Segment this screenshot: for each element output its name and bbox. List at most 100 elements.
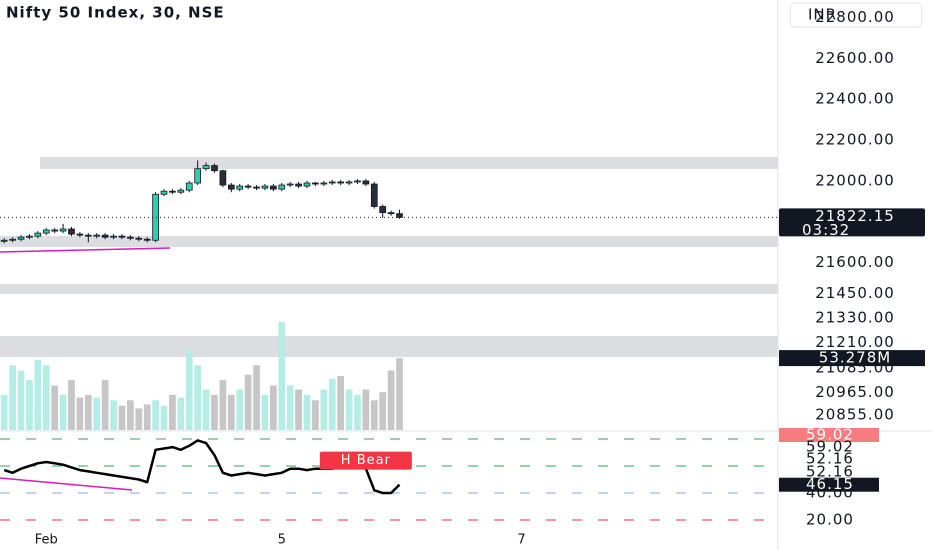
volume-bar: [143, 404, 151, 430]
candle-body: [295, 183, 302, 187]
rsi-tick-label: 20.00: [806, 511, 854, 529]
volume-last: 53.278M: [819, 349, 891, 367]
y-tick-label: 22400.00: [815, 90, 895, 108]
rsi-value-tag: 52.16: [806, 463, 854, 481]
annotation-box: [319, 451, 412, 470]
volume-bar: [354, 394, 361, 430]
candle-body: [194, 168, 201, 184]
volume-bar: [34, 359, 42, 430]
candle-body: [34, 232, 42, 237]
candle-body: [270, 185, 277, 190]
volume-bar: [370, 400, 378, 430]
chart-title: Nifty 50 Index, 30, NSE: [6, 4, 225, 22]
y-tick-label: 22600.00: [815, 49, 895, 67]
zone: [0, 235, 778, 247]
zone: [0, 284, 778, 295]
volume-bar: [84, 394, 92, 430]
volume-bar: [362, 389, 370, 430]
candle-body: [135, 237, 143, 240]
currency-label[interactable]: INR: [808, 6, 837, 24]
candle-body: [345, 181, 353, 184]
y-tick-label: 21330.00: [815, 308, 895, 326]
volume-bar: [328, 378, 336, 430]
candle-body: [51, 229, 59, 232]
candle-body: [328, 181, 336, 184]
volume-bar: [160, 405, 168, 430]
candle-body: [278, 184, 286, 190]
x-tick-label: Feb: [35, 533, 58, 548]
volume-bar: [127, 400, 134, 430]
candle-body: [42, 229, 50, 234]
candle-body: [9, 238, 16, 241]
volume-bar: [295, 389, 302, 430]
candle-body: [312, 182, 319, 185]
candle-body: [236, 185, 244, 190]
last-price-tag: [779, 208, 925, 237]
volume-bar: [244, 374, 252, 430]
x-tick-label: 5: [278, 533, 286, 548]
candle-body: [379, 206, 387, 214]
y-tick-label: 20855.00: [815, 406, 895, 424]
candle-body: [169, 190, 176, 193]
candle-body: [59, 228, 67, 232]
candle-body: [244, 185, 252, 188]
zone: [0, 335, 778, 358]
volume-bar: [42, 365, 50, 430]
volume-bar: [387, 370, 395, 430]
x-tick-label: 7: [517, 533, 525, 548]
volume-bar: [345, 389, 353, 430]
countdown: 03:32: [802, 221, 850, 239]
candle-body: [17, 236, 25, 240]
volume-bar: [59, 394, 67, 430]
y-tick-label: 21450.00: [815, 284, 895, 302]
y-tick-label: 22800.00: [815, 8, 895, 26]
candle-body: [362, 180, 370, 185]
volume-bar: [93, 397, 101, 430]
volume-bar: [76, 397, 84, 430]
candle-body: [185, 182, 193, 191]
volume-bar: [185, 350, 193, 430]
button-frame[interactable]: [789, 2, 923, 28]
y-tick-label: 20965.00: [815, 383, 895, 401]
volume-bar: [26, 380, 33, 430]
candle-body: [118, 235, 126, 238]
candle-body: [68, 228, 75, 235]
rsi-value-tag: 59.02: [806, 438, 854, 456]
candle-body: [202, 165, 210, 170]
candle-body: [387, 212, 395, 215]
volume-bar: [278, 322, 286, 430]
annotation: H Bear: [341, 453, 391, 468]
volume-bar: [396, 358, 403, 430]
y-tick-label: 21210.00: [815, 333, 895, 351]
volume-bar: [135, 408, 143, 430]
volume-bar: [227, 394, 235, 430]
candle-body: [303, 182, 311, 187]
volume-bar: [320, 389, 328, 430]
candle-body: [396, 213, 403, 218]
volume-bar: [236, 389, 244, 430]
candle-body: [370, 183, 378, 207]
candle-body: [211, 165, 218, 172]
y-tick-label: 22200.00: [815, 131, 895, 149]
rsi-last-tag: [779, 477, 879, 492]
rsi-last: 46.15: [806, 475, 854, 493]
volume-bar: [9, 365, 16, 430]
rsi-value-tag: 59.02: [806, 426, 854, 444]
y-tick-label: 22000.00: [815, 171, 895, 189]
y-tick-label: 21600.00: [815, 253, 895, 271]
volume-bar: [110, 400, 117, 430]
candle-body: [253, 186, 260, 189]
volume-bar: [379, 392, 387, 430]
candle-body: [84, 234, 92, 237]
volume-bar: [152, 400, 159, 430]
volume-bar: [51, 385, 59, 430]
volume-bar: [194, 365, 202, 430]
volume-bar: [177, 397, 185, 430]
rsi-value-tag: 52.16: [806, 450, 854, 468]
volume-bar: [118, 405, 126, 430]
volume-bar: [219, 380, 227, 430]
currency-button[interactable]: INR: [789, 2, 923, 28]
candle-body: [101, 234, 109, 238]
